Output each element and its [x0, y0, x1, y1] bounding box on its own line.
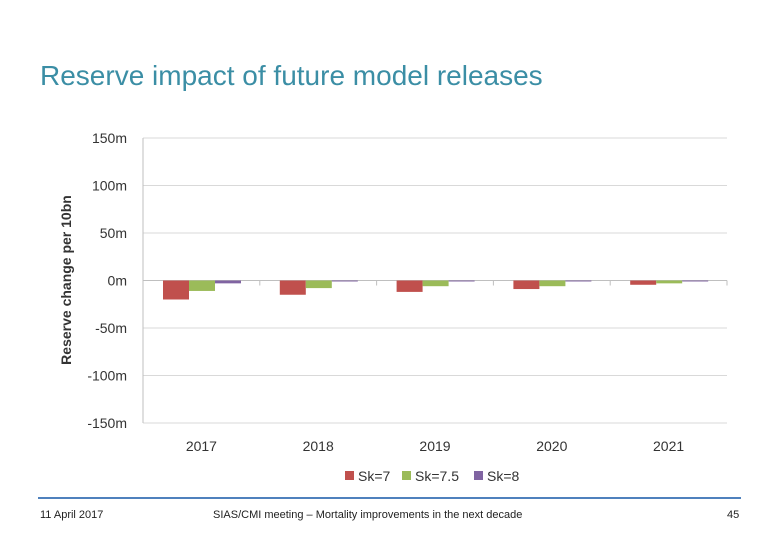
y-axis-label: Reserve change per 10bn	[58, 195, 74, 365]
bar-Sk=7.5	[422, 280, 449, 287]
bar-Sk=7	[279, 280, 306, 295]
y-tick-label: 100m	[92, 178, 127, 194]
bar-Sk=7	[630, 280, 657, 285]
legend-label: Sk=7	[358, 468, 391, 484]
y-tick-label: 0m	[108, 273, 127, 289]
y-tick-label: -50m	[95, 320, 127, 336]
legend-label: Sk=7.5	[415, 468, 459, 484]
page-number: 45	[727, 509, 740, 521]
bar-Sk=8	[448, 280, 475, 282]
x-tick-label: 2019	[419, 438, 450, 454]
bar-Sk=7.5	[656, 280, 683, 284]
bar-Sk=7.5	[189, 280, 215, 291]
x-tick-label: 2018	[303, 438, 334, 454]
x-tick-label: 2021	[653, 438, 684, 454]
bar-Sk=7	[513, 280, 540, 290]
bar-Sk=7.5	[305, 280, 332, 289]
bar-Sk=8	[565, 280, 592, 282]
bar-Sk=7.5	[539, 280, 566, 287]
bar-Sk=8	[215, 280, 241, 284]
x-tick-label: 2017	[186, 438, 217, 454]
footer-text: SIAS/CMI meeting – Mortality improvement…	[213, 509, 523, 521]
bar-Sk=7	[163, 280, 189, 300]
slide-title: Reserve impact of future model releases	[40, 60, 543, 91]
y-tick-label: 50m	[100, 225, 127, 241]
bar-Sk=7	[396, 280, 423, 292]
legend-swatch	[474, 471, 483, 480]
y-tick-label: -100m	[87, 368, 127, 384]
x-tick-label: 2020	[536, 438, 567, 454]
y-tick-label: 150m	[92, 130, 127, 146]
y-tick-label: -150m	[87, 415, 127, 431]
legend-swatch	[345, 471, 354, 480]
legend-label: Sk=8	[487, 468, 520, 484]
footer-divider	[38, 497, 741, 499]
legend-swatch	[402, 471, 411, 480]
footer-date: 11 April 2017	[40, 509, 104, 521]
bar-Sk=8	[682, 280, 709, 282]
bar-Sk=8	[331, 280, 358, 282]
